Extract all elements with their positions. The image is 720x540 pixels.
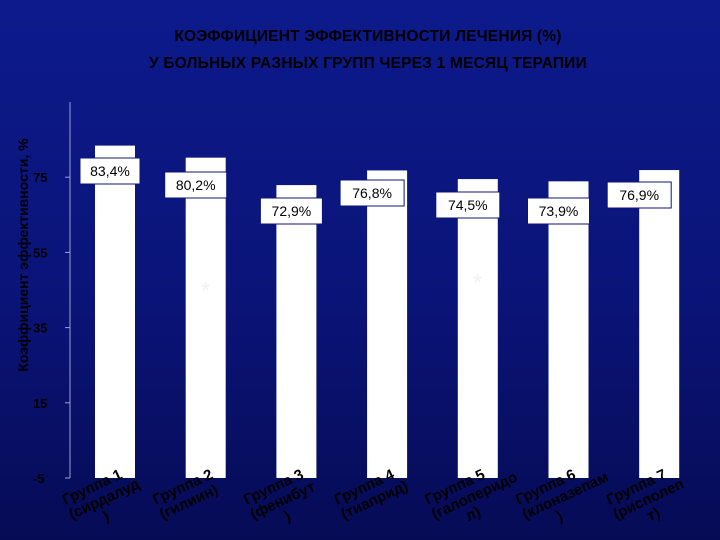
data-label: 73,9%: [539, 203, 579, 219]
bar: [457, 179, 498, 478]
data-label-box: [259, 197, 323, 225]
chart-title: КОЭФФИЦИЕНТ ЭФФЕКТИВНОСТИ ЛЕЧЕНИЯ (%): [174, 28, 562, 45]
y-tick-label: 75: [33, 170, 47, 185]
x-tick-label-line: ): [282, 507, 294, 525]
asterisk-annotation: *: [201, 278, 210, 303]
data-label: 72,9%: [272, 203, 312, 219]
data-label: 80,2%: [176, 177, 216, 193]
data-label-box: [339, 179, 405, 207]
data-label-box: [435, 191, 501, 219]
bar: [185, 157, 226, 478]
data-label: 76,9%: [619, 187, 659, 203]
y-tick-label: -5: [33, 471, 45, 486]
x-tick-label-line: т): [644, 504, 662, 525]
data-label: 83,4%: [90, 163, 130, 179]
bar: [548, 181, 589, 478]
bar: [639, 170, 680, 478]
y-tick-label: 15: [33, 396, 47, 411]
asterisk-annotation: *: [474, 270, 483, 295]
x-tick-label: Группа 1(сирдалуд): [60, 466, 143, 525]
data-label-box: [164, 171, 228, 199]
data-label-box: [79, 157, 141, 185]
bar: [95, 145, 135, 478]
x-tick-label-line: ): [100, 507, 112, 525]
data-label-box: [527, 197, 590, 225]
data-label: 76,8%: [352, 185, 392, 201]
bar: [367, 170, 408, 478]
chart-subtitle: У БОЛЬНЫХ РАЗНЫХ ГРУПП ЧЕРЕЗ 1 МЕСЯЦ ТЕР…: [149, 55, 587, 72]
x-tick-label-line: ): [554, 507, 566, 525]
data-label-box: [606, 181, 672, 209]
y-tick-label: 35: [33, 321, 47, 336]
x-tick-label-line: л): [463, 503, 483, 525]
y-tick-label: 55: [33, 245, 47, 260]
data-label: 74,5%: [448, 197, 488, 213]
bar: [276, 185, 317, 478]
